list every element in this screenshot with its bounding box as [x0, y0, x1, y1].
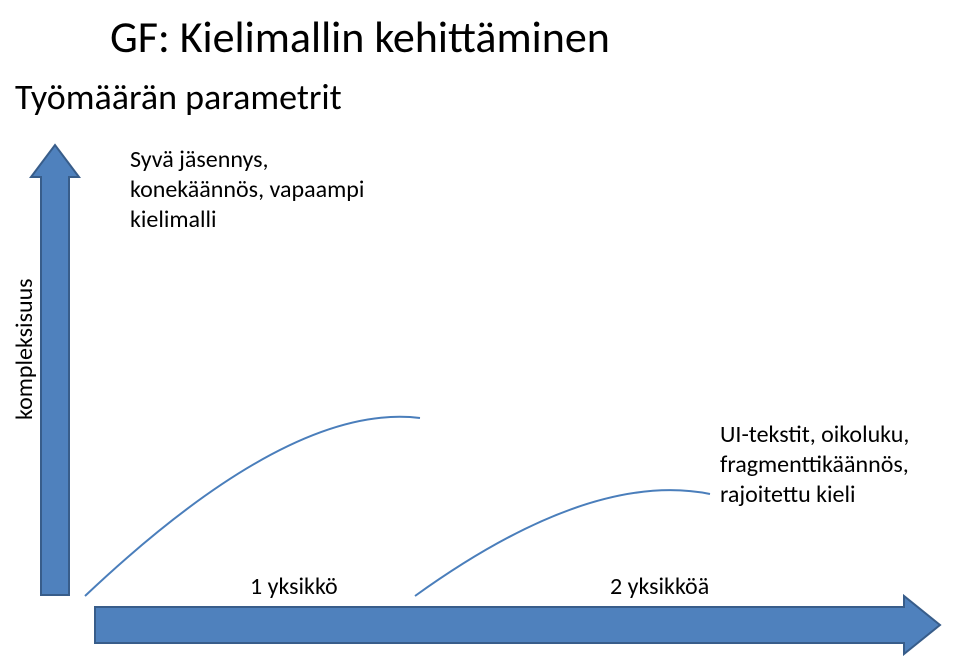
- x-tick-1: 1 yksikkö: [250, 572, 338, 601]
- x-axis-label: Kielten lukumäärä: [0, 617, 959, 646]
- right-annotation-line: UI-tekstit, oikoluku,: [720, 420, 909, 450]
- curve-arc: [85, 417, 420, 596]
- x-tick-2: 2 yksikköä: [610, 572, 709, 601]
- right-annotation-line: rajoitettu kieli: [720, 480, 909, 510]
- top-annotation-line: konekäännös, vapaampi: [130, 175, 364, 205]
- right-annotation-line: fragmenttikäännös,: [720, 450, 909, 480]
- top-annotation-line: Syvä jäsennys,: [130, 145, 364, 175]
- top-annotation-line: kielimalli: [130, 205, 364, 235]
- top-annotation: Syvä jäsennys, konekäännös, vapaampi kie…: [130, 145, 364, 235]
- page-title: GF: Kielimallin kehittäminen: [110, 10, 610, 64]
- page-subtitle: Työmäärän parametrit: [15, 75, 342, 119]
- y-axis-label: kompleksisuus: [10, 278, 39, 420]
- right-annotation: UI-tekstit, oikoluku, fragmenttikäännös,…: [720, 420, 909, 510]
